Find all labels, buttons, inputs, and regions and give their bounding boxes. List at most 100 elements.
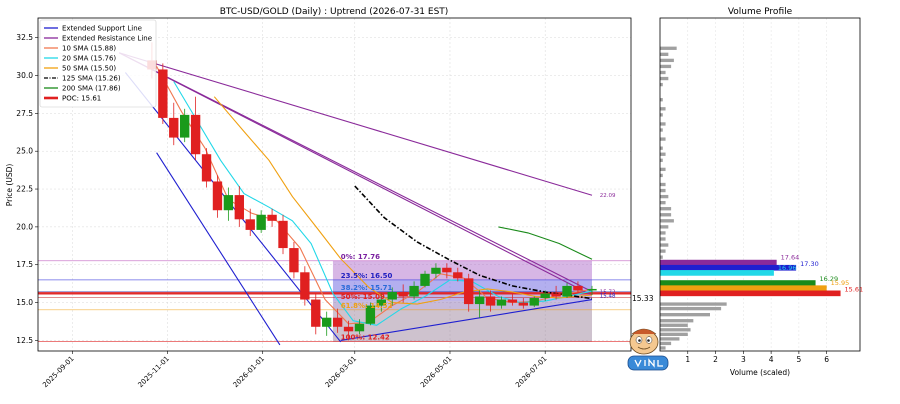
x-tick-label: 2026-03-01 — [324, 355, 358, 389]
volume-x-axis-label: Volume (scaled) — [730, 368, 790, 377]
candle-body — [289, 248, 299, 273]
volume-bar — [660, 113, 663, 117]
candle-body — [409, 285, 419, 297]
volume-bar — [660, 98, 663, 102]
y-tick-label: 15.0 — [16, 298, 33, 307]
candle-body — [354, 323, 365, 332]
y-axis-ticks: 12.5 15.0 17.5 20.0 22.5 25.0 27.5 30.0 32.5 — [16, 33, 38, 345]
volume-x-tick-label: 1 — [685, 355, 690, 364]
trend-line — [118, 52, 593, 196]
volume-bar — [660, 249, 666, 253]
candle-body — [169, 117, 179, 138]
volume-bar — [660, 306, 722, 311]
trend-line — [156, 152, 281, 346]
price-annotation: 15.33 — [632, 294, 654, 303]
y-tick-label: 22.5 — [16, 185, 33, 194]
volume-x-tick-label: 6 — [824, 355, 829, 364]
fib-level-label: 38.2%: 15.71 — [341, 284, 393, 292]
volume-plot-frame — [659, 17, 861, 352]
volume-bar — [660, 337, 680, 341]
price-annotation: 15.72 — [600, 290, 616, 296]
volume-bar — [660, 213, 672, 217]
candle-body — [474, 296, 485, 305]
volume-bar — [660, 152, 666, 156]
volume-bar-highlight — [660, 280, 816, 286]
fib-zone — [332, 301, 592, 310]
fib-zone — [332, 279, 592, 292]
sma-line — [354, 185, 593, 300]
candle-body — [485, 296, 496, 306]
y-tick-label: 20.0 — [16, 222, 33, 231]
volume-bar — [660, 46, 677, 50]
volume-bar — [660, 200, 666, 205]
candle-body — [300, 272, 310, 300]
y-tick-label: 12.5 — [16, 336, 33, 345]
fib-zone — [332, 291, 592, 302]
candle-body — [365, 305, 376, 324]
volume-bar-label: 15.95 — [831, 279, 850, 287]
legend-box — [39, 19, 157, 108]
volume-bar — [660, 137, 666, 141]
volume-bar — [660, 182, 666, 187]
main-chart-title: BTC-USD/GOLD (Daily) : Uptrend (2026-07-… — [220, 7, 449, 17]
fib-level-label: 100%: 12.42 — [341, 334, 390, 342]
volume-bar — [660, 341, 672, 346]
y-axis-label: Price (USD) — [5, 164, 14, 207]
candle-body — [464, 278, 474, 305]
y-tick-label: 30.0 — [16, 71, 33, 80]
legend-label: 200 SMA (17.86) — [62, 85, 121, 93]
volume-x-ticks: 1 2 3 4 5 6 — [685, 351, 829, 364]
legend-label: 10 SMA (15.88) — [62, 45, 116, 53]
fib-level-label: 50%: 15.09 — [341, 293, 385, 301]
volume-bar — [660, 158, 663, 162]
volume-bar — [660, 76, 669, 81]
volume-bar — [660, 328, 691, 332]
volume-bar-label: 16.29 — [820, 275, 839, 283]
volume-bar-label: 17.64 — [781, 254, 800, 262]
sma-line — [213, 96, 593, 305]
fib-level-label: 61.8%: 14.52 — [341, 302, 393, 310]
candle-body — [190, 114, 201, 155]
volume-bar — [660, 82, 663, 87]
legend-label: Extended Support Line — [62, 25, 142, 33]
candle-body — [562, 285, 572, 297]
y-tick-label: 25.0 — [16, 147, 33, 156]
volume-bar — [660, 194, 669, 199]
x-axis-ticks: 2025-09-01 2025-11-01 2026-01-01 2026-03-01… — [41, 351, 549, 389]
candle-body — [376, 299, 386, 306]
volume-x-tick-label: 3 — [741, 355, 746, 364]
volume-bar-label: 16.96 — [778, 264, 797, 272]
candle-body — [551, 293, 561, 297]
volume-bar-highlight — [660, 264, 797, 271]
volume-bar — [660, 313, 710, 317]
candle-body — [496, 299, 507, 306]
candle-body — [158, 69, 168, 118]
candle-body — [420, 273, 430, 286]
volume-bar-highlight — [660, 259, 777, 266]
price-annotation: 22.09 — [600, 193, 616, 199]
candle-body — [278, 220, 288, 249]
x-tick-label: 2026-07-01 — [514, 355, 548, 389]
volume-bar — [660, 319, 694, 323]
volume-bar — [660, 237, 666, 241]
volume-x-tick-label: 4 — [769, 355, 774, 364]
volume-bar — [660, 323, 688, 327]
trend-line — [340, 298, 593, 341]
legend: Extended Support Line Extended Resistance… — [39, 19, 157, 108]
volume-bar — [660, 70, 666, 75]
volume-bar — [660, 167, 666, 172]
volume-bar — [660, 52, 669, 56]
volume-bar — [660, 243, 669, 247]
volume-bar — [660, 332, 688, 337]
legend-label: 125 SMA (15.26) — [62, 75, 121, 83]
volume-bar — [660, 302, 727, 306]
candle-body — [332, 317, 343, 327]
volume-bar — [660, 188, 666, 193]
volume-grid — [687, 18, 827, 351]
candle-body — [245, 219, 255, 230]
volume-bar — [660, 219, 674, 223]
candle-body — [507, 299, 518, 303]
